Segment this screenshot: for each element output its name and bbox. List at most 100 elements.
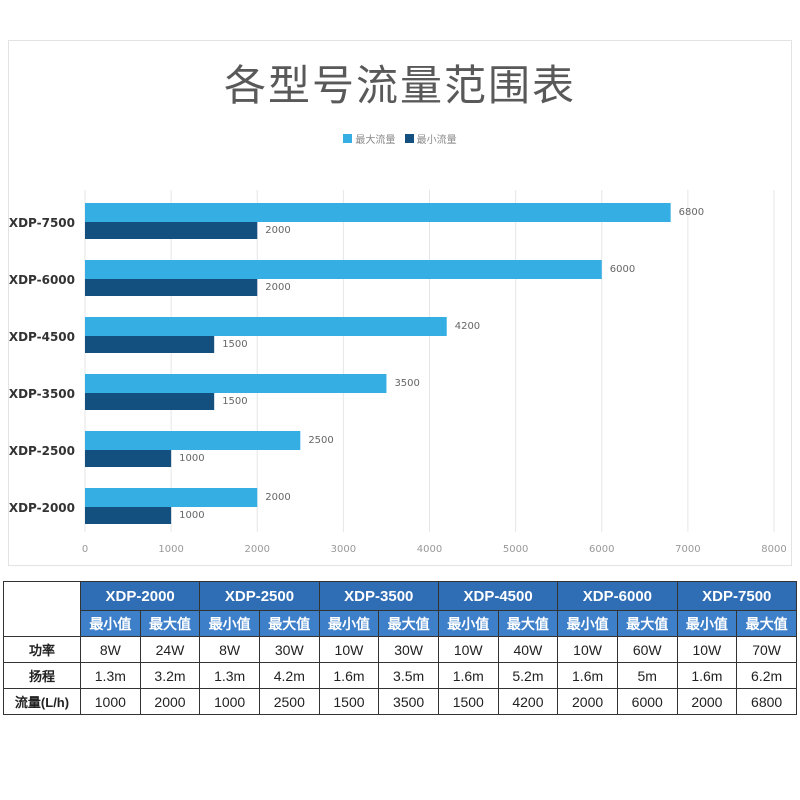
data-label: 1000 — [179, 453, 204, 464]
x-tick-label: 3000 — [331, 544, 356, 555]
table-cell: 2500 — [258, 688, 320, 715]
data-label: 1500 — [222, 396, 247, 407]
bar-max — [85, 203, 671, 222]
bar-min — [85, 279, 258, 296]
table-cell: 30W — [258, 636, 320, 663]
table-row: 扬程 1.3m 3.2m 1.3m 4.2m 1.6m 3.5m 1.6m 5.2m 1.6m 5m… — [3, 662, 797, 689]
table-cell: 1500 — [437, 688, 499, 715]
x-tick-label: 1000 — [158, 544, 183, 555]
bar-chart: 0 1000 2000 3000 4000 5000 6000 7000 8000 XDP-750… — [9, 190, 787, 555]
table-cell: 6000 — [616, 688, 678, 715]
data-label: 1500 — [222, 339, 247, 350]
legend-label-max: 最大流量 — [355, 135, 396, 146]
chart-title: 各型号流量范围表 — [223, 61, 576, 110]
bar-min — [85, 450, 172, 467]
model-header: XDP-4500 — [437, 581, 559, 611]
data-label: 6000 — [610, 264, 635, 275]
bar-max — [85, 260, 602, 279]
table-cell: 5.2m — [497, 662, 559, 689]
legend-swatch-min — [404, 134, 414, 143]
table-cell: 3.5m — [378, 662, 439, 689]
table-cell: 60W — [616, 636, 678, 663]
table-cell: 1.6m — [557, 662, 618, 689]
x-tick-label: 4000 — [417, 544, 442, 555]
bar-min — [85, 336, 215, 353]
table-cell: 1.6m — [676, 662, 738, 689]
table-cell: 40W — [497, 636, 559, 663]
table-cell: 24W — [139, 636, 201, 663]
max-header: 最大值 — [736, 610, 797, 637]
table-cell: 6.2m — [736, 662, 797, 689]
min-header: 最小值 — [318, 610, 380, 637]
model-header: XDP-6000 — [557, 581, 678, 611]
table-cell: 4.2m — [258, 662, 320, 689]
data-label: 4200 — [455, 321, 480, 332]
table-cell: 6800 — [736, 688, 797, 715]
table-cell: 1500 — [318, 688, 380, 715]
table-cell: 2000 — [139, 688, 201, 715]
x-tick-label: 6000 — [589, 544, 614, 555]
data-label: 2000 — [265, 225, 290, 236]
legend-swatch-max — [343, 134, 353, 143]
model-header: XDP-2000 — [79, 581, 201, 611]
model-header: XDP-2500 — [199, 581, 320, 611]
category-label: XDP-2500 — [9, 444, 75, 458]
table-cell: 2000 — [676, 688, 738, 715]
category-label: XDP-3500 — [9, 387, 75, 401]
table-cell: 2000 — [557, 688, 618, 715]
category-label: XDP-2000 — [9, 501, 75, 515]
table-cell: 1.3m — [199, 662, 260, 689]
table-row: 功率 8W 24W 8W 30W 10W 30W 10W 40W 10W 60W 10W 70W — [3, 636, 797, 663]
table-cell: 8W — [80, 636, 141, 663]
table-cell: 10W — [437, 636, 499, 663]
table-cell: 10W — [676, 636, 738, 663]
category-label: XDP-6000 — [9, 273, 75, 287]
x-tick-label: 5000 — [503, 544, 528, 555]
table-cell: 10W — [557, 636, 618, 663]
min-header: 最小值 — [199, 610, 260, 637]
max-header: 最大值 — [139, 610, 201, 637]
data-label: 6800 — [679, 207, 704, 218]
table-cell: 4200 — [497, 688, 559, 715]
bar-max — [85, 317, 447, 336]
category-label: XDP-7500 — [9, 216, 75, 230]
model-header: XDP-7500 — [676, 581, 798, 611]
chart-frame — [8, 40, 792, 566]
model-header: XDP-3500 — [318, 581, 439, 611]
legend-item-max: 最大流量 — [343, 131, 395, 146]
max-header: 最大值 — [258, 610, 320, 637]
table-cell: 3500 — [378, 688, 439, 715]
table-cell: 70W — [736, 636, 797, 663]
max-header: 最大值 — [616, 610, 678, 637]
max-header: 最大值 — [378, 610, 439, 637]
min-header: 最小值 — [557, 610, 618, 637]
table-cell: 3.2m — [139, 662, 201, 689]
spec-table: XDP-2000 XDP-2500 XDP-3500 XDP-4500 XDP-6000… — [3, 581, 798, 715]
data-label: 2000 — [265, 282, 290, 293]
bar-max — [85, 488, 258, 507]
data-label: 1000 — [179, 510, 204, 521]
min-header: 最小值 — [676, 610, 738, 637]
corner-cell — [3, 581, 81, 637]
table-cell: 1.6m — [437, 662, 499, 689]
row-label: 流量(L/h) — [3, 688, 81, 715]
legend-label-min: 最小流量 — [416, 135, 457, 146]
category-label: XDP-4500 — [9, 330, 75, 344]
table-cell: 1.6m — [318, 662, 380, 689]
min-header: 最小值 — [437, 610, 499, 637]
x-tick-label: 8000 — [761, 544, 786, 555]
bar-min — [85, 393, 215, 410]
x-tick-label: 2000 — [245, 544, 270, 555]
data-label: 3500 — [394, 378, 419, 389]
table-cell: 8W — [199, 636, 260, 663]
legend: 最大流量 最小流量 — [0, 131, 800, 146]
data-label: 2500 — [308, 435, 333, 446]
min-header: 最小值 — [80, 610, 141, 637]
row-label: 扬程 — [3, 662, 81, 689]
bar-max — [85, 374, 387, 393]
row-label: 功率 — [3, 636, 81, 663]
table-cell: 1000 — [80, 688, 141, 715]
data-label: 2000 — [265, 492, 290, 503]
table-cell: 1000 — [199, 688, 260, 715]
bar-max — [85, 431, 301, 450]
